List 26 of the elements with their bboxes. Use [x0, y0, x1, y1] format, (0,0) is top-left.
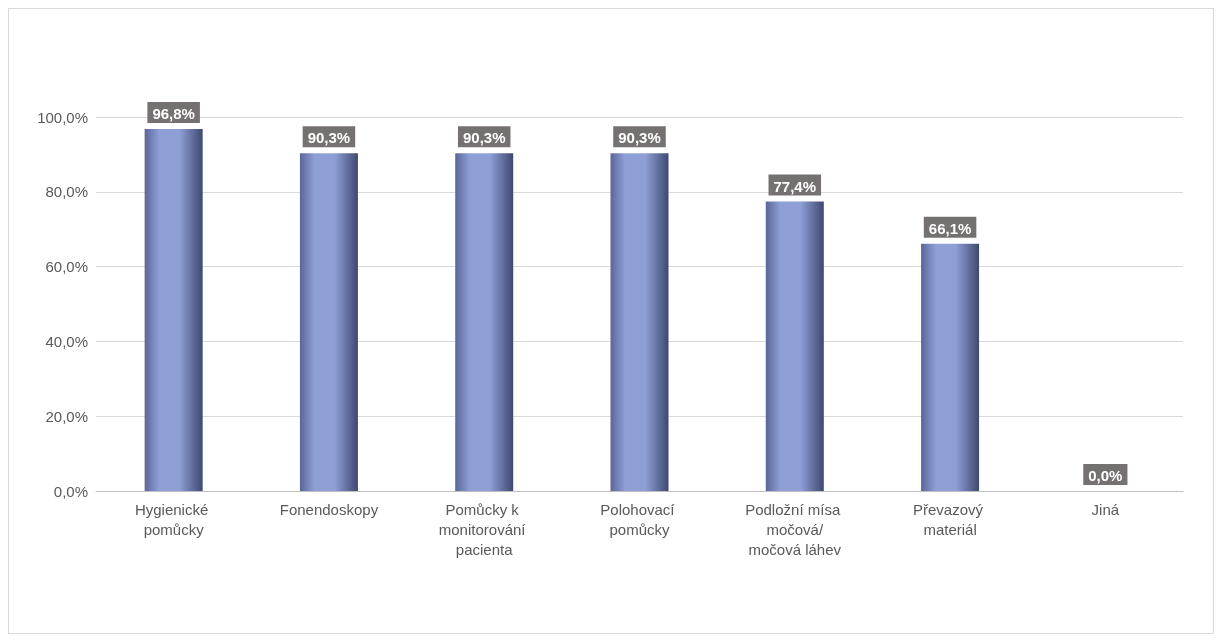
y-tick-label: 80,0% [45, 183, 88, 201]
y-tick-label: 0,0% [53, 482, 88, 500]
bar [610, 153, 669, 491]
bar [455, 153, 514, 491]
y-tick-label: 100,0% [37, 108, 88, 126]
data-label: 96,8% [152, 104, 195, 122]
data-label: 77,4% [773, 177, 817, 195]
y-tick-label: 60,0% [45, 258, 88, 276]
data-label: 66,1% [928, 219, 972, 237]
x-tick-label: Podložní mísa močová/močová láhev [745, 500, 845, 558]
bar [144, 128, 203, 491]
data-label: 0,0% [1088, 467, 1123, 484]
y-tick-label: 40,0% [45, 332, 88, 350]
y-tick-label: 20,0% [45, 407, 88, 425]
x-tick-label: Polohovací pomůcky [600, 500, 679, 538]
x-tick-label: Jiná [1091, 500, 1120, 518]
x-tick-label: Převazový materiál [912, 500, 988, 538]
data-label: 90,3% [307, 129, 351, 147]
bar [921, 243, 980, 491]
bar [765, 201, 824, 491]
data-label: 90,3% [462, 129, 506, 147]
bar [299, 153, 358, 491]
x-tick-label: Pomůcky k monitorování pacienta [438, 500, 530, 558]
x-tick-label: Fonendoskopy [279, 500, 379, 518]
data-label: 90,3% [618, 129, 661, 147]
x-tick-label: Hygienické pomůcky [134, 500, 213, 538]
